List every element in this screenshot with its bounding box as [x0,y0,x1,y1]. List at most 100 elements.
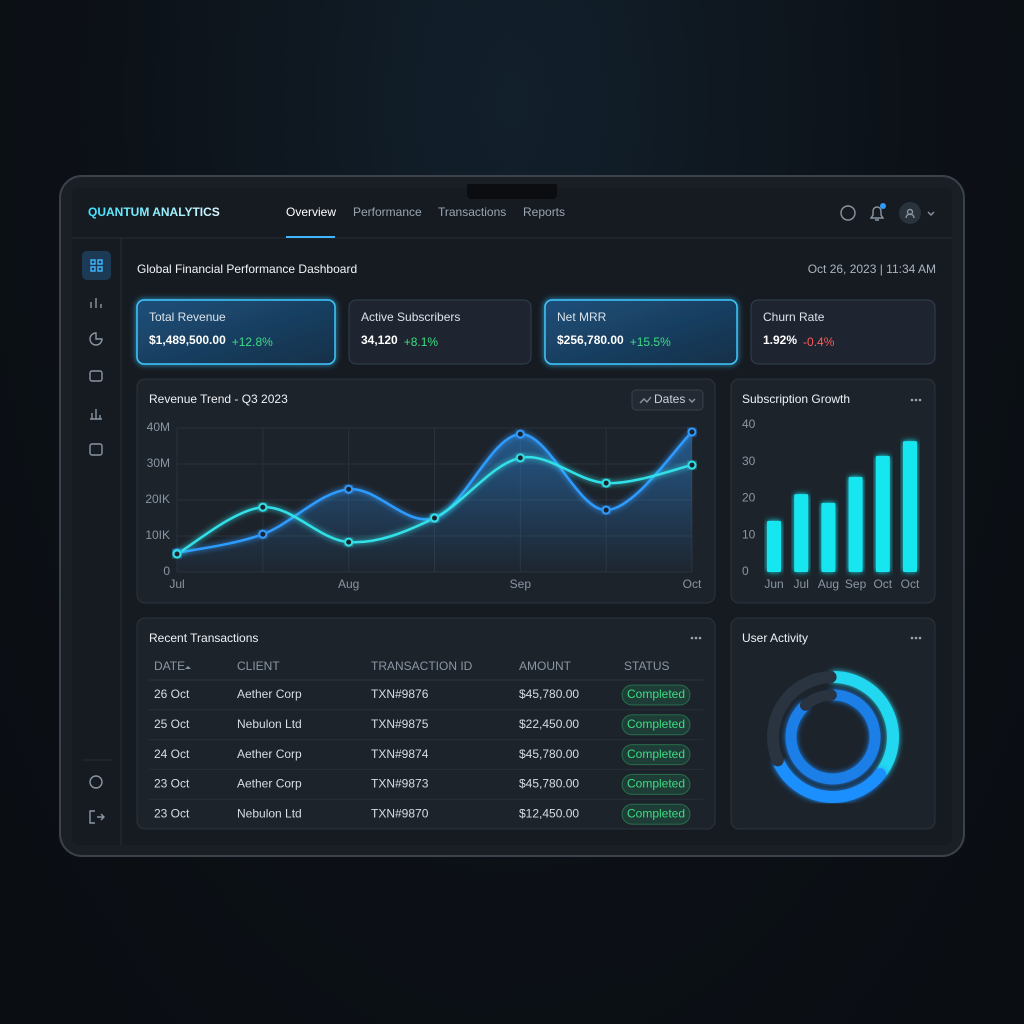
chart-title: User Activity [742,631,808,645]
point [687,460,697,470]
kpi-card [348,299,532,365]
status-pill [621,744,691,766]
button-label: Dates [654,392,685,406]
x-tick-label: Aug [338,577,359,591]
point [258,529,268,539]
avatar[interactable] [899,202,921,224]
y-tick-label: 40M [147,420,170,434]
point [687,427,697,437]
kpi-value: $1,489,500.00 [149,333,226,347]
point [430,513,439,523]
x-tick-label: Oct [901,577,920,591]
grid-icon[interactable] [90,259,103,272]
cell: TXN#9874 [371,747,429,761]
cell: Aether Corp [237,747,302,761]
area [177,431,692,572]
nav-underline [286,236,335,238]
button-icon [639,396,652,404]
column-header[interactable]: DATE [154,659,185,673]
kpi-change: +15.5% [630,335,671,349]
cell: TXN#9870 [371,806,429,820]
point [601,505,611,515]
donut-segment [773,758,887,803]
menu-icons [690,398,922,640]
cell: 25 Oct [154,717,190,731]
x-tick-label: Aug [818,577,839,591]
status: Completed [627,747,685,761]
nav-item[interactable]: Performance [353,205,422,219]
table-title: Recent Transactions [149,631,258,645]
point [515,453,525,463]
more-menu[interactable] [690,636,702,640]
help-icon[interactable] [89,775,103,789]
kpi-label: Net MRR [557,310,607,324]
header-icons [840,202,935,224]
kpi-label: Churn Rate [763,310,825,324]
nav-item[interactable]: Transactions [438,205,506,219]
cell: $22,450.00 [519,717,579,731]
nav-item[interactable]: Reports [523,205,565,219]
donut-segment [829,671,899,777]
donut-segment [785,689,881,785]
more-menu[interactable] [910,398,922,402]
kpi-value: 1.92% [763,333,797,347]
kpi-value: $256,780.00 [557,333,624,347]
x-tick-label: Sep [845,577,867,591]
cell: $45,780.00 [519,747,579,761]
cell: 26 Oct [154,687,190,701]
x-tick-label: Sep [510,577,532,591]
chevron [688,398,696,403]
bell-icon[interactable] [869,206,885,221]
status: Completed [627,717,685,731]
sidebar-active [82,251,111,280]
cell: Aether Corp [237,777,302,791]
status: Completed [627,777,685,791]
column-header: AMOUNT [519,659,572,673]
cell: TXN#9873 [371,777,429,791]
cell: $45,780.00 [519,687,579,701]
cell: 24 Oct [154,747,190,761]
bar [848,476,863,572]
x-tick-label: Jun [764,577,783,591]
report-icon[interactable] [90,409,102,420]
more-menu[interactable] [910,636,922,640]
column-header: TRANSACTION ID [371,659,473,673]
sort-icon [185,666,191,669]
avatar-icon [905,208,915,219]
bar [794,494,809,572]
bell-badge [880,203,886,209]
status: Completed [627,687,685,701]
donut-segment [799,689,837,711]
chart-title: Subscription Growth [742,392,850,406]
cell: TXN#9876 [371,687,429,701]
dates-button[interactable] [631,389,704,411]
kpi-change: -0.4% [803,335,835,349]
notch [467,184,557,199]
kpi-label: Total Revenue [149,310,226,324]
donut-segment [767,671,837,767]
nav-item[interactable]: Overview [286,205,336,219]
column-header: STATUS [624,659,670,673]
point [258,502,268,512]
y-tick-label: 10 [742,527,756,541]
cell: $45,780.00 [519,777,579,791]
cell: 23 Oct [154,777,190,791]
cell: 23 Oct [154,806,190,820]
chart-title: Revenue Trend - Q3 2023 [149,392,288,406]
status: Completed [627,806,685,820]
help-icon[interactable] [840,205,856,221]
settings-icon[interactable] [89,443,103,456]
wallet-icon[interactable] [89,370,103,382]
bar [821,502,836,572]
kpi-label: Active Subscribers [361,310,460,324]
card [136,617,716,830]
chevron[interactable] [927,211,935,216]
point [601,478,611,488]
bars-icon[interactable] [90,298,102,308]
x-tick-label: Jul [169,577,184,591]
logout-icon[interactable] [89,810,105,824]
bar [767,520,781,572]
pie-icon[interactable] [89,332,103,346]
cell: Nebulon Ltd [237,717,302,731]
